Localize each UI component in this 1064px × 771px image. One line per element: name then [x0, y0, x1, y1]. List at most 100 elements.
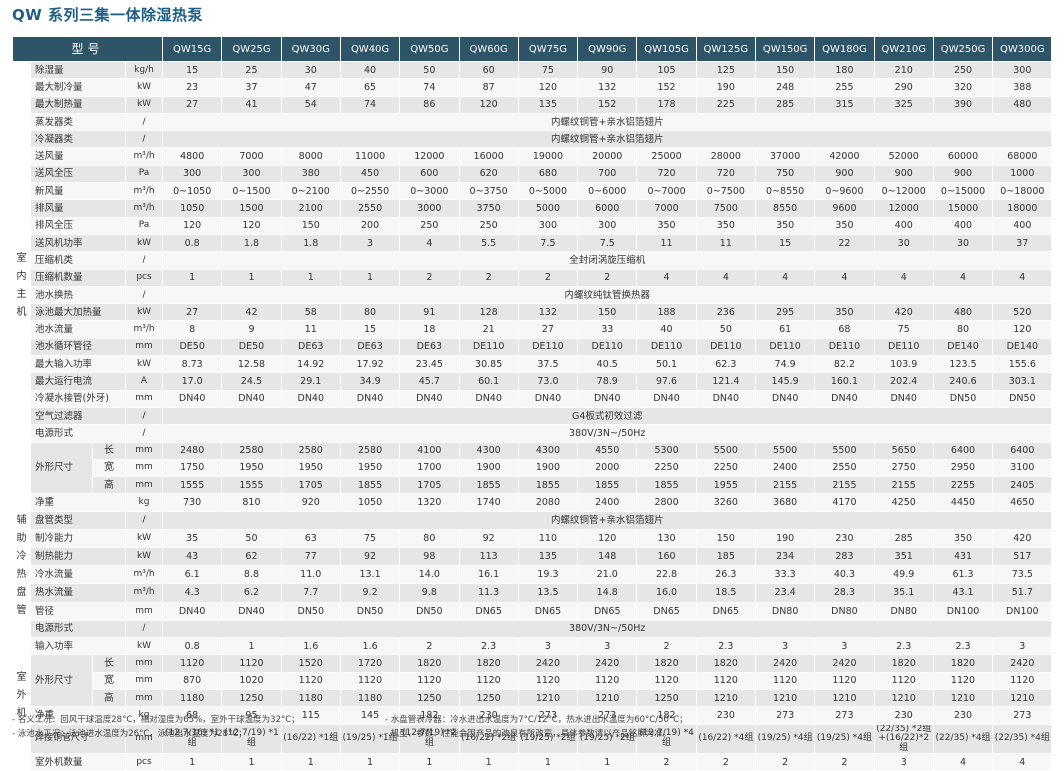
cell-value: 870: [162, 671, 223, 690]
cell-value: 1120: [932, 671, 994, 690]
cell-value: 250: [932, 60, 994, 80]
cell-value: DN65: [636, 601, 697, 621]
cell-value: 225: [695, 95, 756, 114]
cell-value: 1500: [221, 199, 282, 218]
table-row: 池水换热 / 内螺纹纯钛管换热器: [13, 285, 1053, 305]
cell-value: 520: [992, 303, 1053, 322]
row-unit: mm: [124, 389, 164, 408]
row-unit: kg/h: [124, 60, 164, 80]
cell-value: 2250: [636, 458, 697, 478]
cell-value: 3: [992, 637, 1053, 656]
cell-value: 1120: [399, 671, 460, 690]
cell-value: 431: [932, 547, 994, 567]
cell-value: 200: [339, 216, 401, 235]
cell-value: 92: [339, 547, 401, 567]
cell-value: 132: [577, 78, 638, 97]
cell-value: 2155: [814, 476, 875, 495]
cell-value: DE110: [458, 337, 519, 357]
cell-value: 120: [992, 320, 1053, 339]
cell-value: 8.8: [221, 565, 282, 585]
cell-value: 51.7: [992, 583, 1053, 603]
cell-value: 115: [280, 706, 341, 725]
cell-value: 4: [399, 233, 460, 253]
cell-value: 3: [754, 637, 816, 656]
row-unit: /: [124, 251, 164, 270]
cell-value: 230: [814, 528, 875, 549]
cell-value: DN40: [873, 389, 934, 408]
merged-value: 内螺纹铜管+亲水铝箔翅片: [162, 130, 1053, 149]
cell-value: 1820: [932, 654, 994, 673]
cell-value: 1555: [162, 476, 223, 495]
model-header-qw90g: QW90G: [577, 36, 638, 62]
cell-value: 388: [992, 78, 1053, 97]
cell-value: 1820: [695, 654, 756, 673]
cell-value: 300: [992, 60, 1053, 80]
model-header-qw300g: QW300G: [992, 36, 1053, 62]
cell-value: 1180: [162, 688, 223, 708]
cell-value: 1120: [814, 671, 875, 690]
cell-value: 5650: [873, 441, 934, 460]
cell-value: 2950: [932, 458, 994, 478]
cell-value: 11000: [339, 147, 401, 166]
cell-value: (22/35) *2组 +(16/22)*2组: [873, 723, 934, 754]
cell-value: 120: [221, 216, 282, 235]
cell-value: 2.3: [695, 637, 756, 656]
cell-value: 350: [695, 216, 756, 235]
row-unit: pcs: [124, 752, 164, 771]
row-unit: mm: [124, 458, 164, 478]
cell-value: 9.8: [399, 583, 460, 603]
cell-value: 300: [221, 164, 282, 184]
cell-value: 17.92: [339, 355, 401, 374]
cell-value: (19/25) *4组: [814, 723, 875, 754]
row-label: 排风量: [30, 199, 126, 218]
cell-value: 900: [814, 164, 875, 184]
table-row: 蒸发器类 / 内螺纹铜管+亲水铝箔翅片: [13, 112, 1053, 132]
cell-value: 4: [932, 268, 994, 287]
cell-value: 37: [221, 78, 282, 97]
cell-value: 255: [814, 78, 875, 97]
cell-value: 250: [458, 216, 519, 235]
cell-value: 1820: [873, 654, 934, 673]
cell-value: 28000: [695, 147, 756, 166]
cell-value: 1250: [636, 688, 697, 708]
cell-value: 1720: [339, 654, 401, 673]
cell-value: DN40: [221, 389, 282, 408]
header-row: 型号 QW15G QW25G QW30G QW40G QW50G QW60G QW75G QW…: [11, 36, 1053, 62]
model-header-qw105g: QW105G: [636, 36, 697, 62]
cell-value: 1210: [517, 688, 579, 708]
cell-value: 900: [932, 164, 994, 184]
cell-value: 123.5: [932, 355, 994, 374]
table-row: 送风机功率 kW 0.8 1.8 1.8 3 4 5.5 7.5 7.5 11 11 15 22 30 30 3…: [13, 233, 1053, 253]
cell-value: 1705: [399, 476, 460, 495]
cell-value: 1120: [636, 671, 697, 690]
cell-value: DE110: [577, 337, 638, 357]
cell-value: 1.8: [280, 233, 341, 253]
cell-value: 4: [814, 268, 875, 287]
table-row: 外形尺寸长 mm 2480 2580 2580 2580 4100 4300 4300 4550 5…: [13, 441, 1053, 495]
cell-value: 1820: [458, 654, 519, 673]
cell-value: 150: [577, 303, 638, 322]
cell-value: 2100: [280, 199, 341, 218]
cell-value: 720: [636, 164, 697, 184]
cell-value: 4: [992, 752, 1053, 771]
row-unit: Pa: [124, 164, 164, 184]
cell-value: 236: [695, 303, 756, 322]
cell-value: 11.3: [458, 583, 519, 603]
cell-value: 1900: [458, 458, 519, 478]
cell-value: DN40: [339, 389, 401, 408]
merged-value: 内螺纹纯钛管换热器: [162, 285, 1053, 305]
cell-value: 300: [162, 164, 223, 184]
section-aux-label: 辅助冷热盘管: [12, 510, 31, 621]
row-label: 压缩机数量: [30, 268, 126, 287]
cell-value: 1520: [280, 654, 341, 673]
cell-value: 15: [339, 320, 401, 339]
cell-value: 1705: [280, 476, 341, 495]
cell-value: 5300: [636, 441, 697, 460]
cell-value: 7000: [636, 199, 697, 218]
cell-value: 2155: [873, 476, 934, 495]
row-label: 蒸发器类: [30, 112, 126, 132]
cell-value: 54: [280, 95, 341, 114]
cell-value: 2420: [517, 654, 579, 673]
cell-value: 3750: [458, 199, 519, 218]
cell-value: 1210: [992, 688, 1053, 708]
